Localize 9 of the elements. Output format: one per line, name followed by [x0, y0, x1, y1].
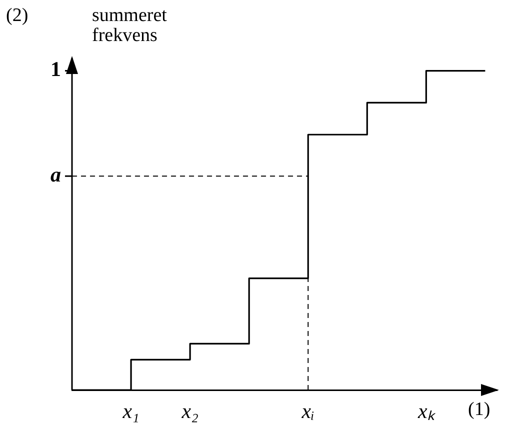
x-tick-label: x₂	[180, 399, 198, 424]
x-tick-label: x₁	[122, 399, 140, 424]
x-tick-label: xₖ	[417, 399, 436, 424]
y-axis-title: summeret frekvens	[92, 5, 168, 46]
x-axis-title: (1)	[468, 399, 490, 420]
x-tick-label: xᵢ	[300, 399, 314, 424]
text: (2)	[6, 5, 28, 26]
text: 1	[50, 57, 61, 82]
ref-line-label: a	[50, 162, 61, 187]
